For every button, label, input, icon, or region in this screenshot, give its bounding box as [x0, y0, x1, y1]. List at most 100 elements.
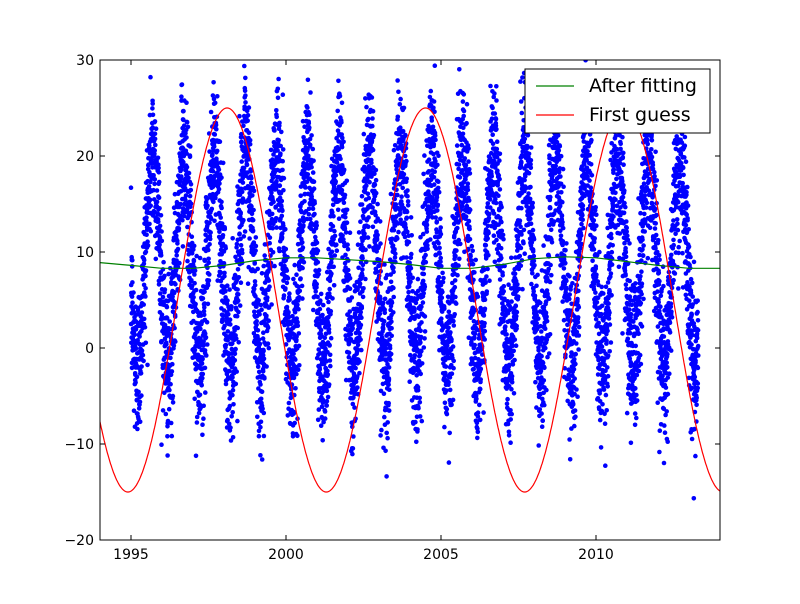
data-point: [270, 175, 276, 180]
data-point: [432, 133, 438, 139]
data-point: [295, 367, 301, 373]
data-point: [359, 305, 365, 311]
data-point: [162, 273, 167, 279]
data-point: [296, 306, 301, 312]
data-point: [536, 443, 541, 448]
data-point: [130, 300, 135, 306]
data-point: [259, 271, 265, 276]
data-point: [529, 211, 534, 216]
data-point: [233, 254, 238, 260]
data-point: [436, 179, 441, 184]
data-point: [143, 268, 149, 273]
data-point: [324, 398, 330, 404]
data-point: [284, 371, 289, 377]
data-point: [374, 269, 380, 275]
data-point: [309, 164, 314, 170]
data-point: [522, 177, 527, 183]
data-point: [301, 259, 307, 265]
data-point: [492, 158, 497, 164]
data-point: [431, 182, 437, 187]
data-point: [157, 223, 163, 229]
data-point: [315, 310, 321, 316]
data-point: [326, 382, 332, 387]
data-point: [442, 424, 447, 430]
data-point: [272, 263, 277, 269]
data-point: [170, 393, 176, 399]
data-point: [272, 128, 277, 133]
data-point: [157, 291, 163, 296]
data-point: [392, 255, 398, 260]
data-point: [419, 348, 424, 354]
data-point: [292, 262, 298, 268]
data-point: [343, 215, 348, 220]
data-point: [548, 227, 554, 233]
data-point: [258, 419, 264, 425]
data-point: [514, 309, 520, 315]
data-point: [310, 206, 316, 211]
data-point: [433, 252, 439, 258]
data-point: [508, 440, 513, 446]
data-point: [341, 167, 347, 173]
data-point: [512, 337, 518, 342]
data-point: [415, 276, 421, 282]
data-point: [143, 294, 148, 299]
data-point: [235, 267, 241, 272]
data-point: [544, 314, 549, 320]
data-point: [452, 278, 458, 283]
data-point: [485, 236, 491, 241]
data-point: [402, 153, 408, 159]
data-point: [217, 229, 222, 234]
data-point: [167, 319, 172, 324]
data-point: [462, 156, 468, 161]
data-point: [361, 131, 367, 137]
data-point: [519, 110, 525, 116]
data-point: [509, 380, 515, 385]
data-point: [499, 219, 504, 225]
data-point: [448, 330, 453, 335]
data-point: [467, 171, 473, 176]
data-point: [330, 296, 335, 301]
data-point: [342, 226, 348, 232]
data-point: [456, 162, 462, 167]
data-point: [400, 128, 406, 134]
data-point: [202, 331, 208, 336]
data-point: [170, 400, 176, 405]
data-point: [415, 427, 420, 432]
data-point: [532, 263, 537, 268]
data-point: [483, 243, 489, 248]
data-point: [509, 374, 515, 379]
data-point: [170, 361, 175, 367]
data-point: [526, 170, 532, 176]
data-point: [478, 306, 484, 312]
data-point: [312, 211, 317, 217]
data-point: [234, 241, 240, 247]
data-point: [326, 323, 332, 328]
data-point: [420, 300, 426, 305]
data-point: [250, 228, 256, 233]
data-point: [482, 337, 488, 342]
data-point: [418, 334, 424, 340]
data-point: [227, 287, 232, 292]
data-point: [297, 218, 303, 223]
data-point: [544, 288, 550, 293]
data-point: [440, 279, 446, 285]
data-point: [518, 263, 524, 269]
data-point: [360, 262, 366, 268]
data-point: [390, 243, 396, 248]
data-point: [447, 375, 453, 380]
data-point: [416, 314, 422, 320]
data-point: [274, 108, 279, 113]
data-point: [267, 235, 273, 240]
data-point: [212, 132, 218, 137]
data-point: [189, 278, 194, 283]
data-point: [167, 387, 172, 393]
data-point: [355, 242, 361, 247]
data-point: [346, 354, 352, 360]
data-point: [348, 337, 354, 342]
data-point: [385, 435, 390, 441]
data-point: [451, 318, 456, 324]
data-point: [148, 74, 153, 80]
data-point: [241, 165, 247, 171]
data-point: [381, 318, 387, 324]
data-point: [485, 223, 491, 229]
